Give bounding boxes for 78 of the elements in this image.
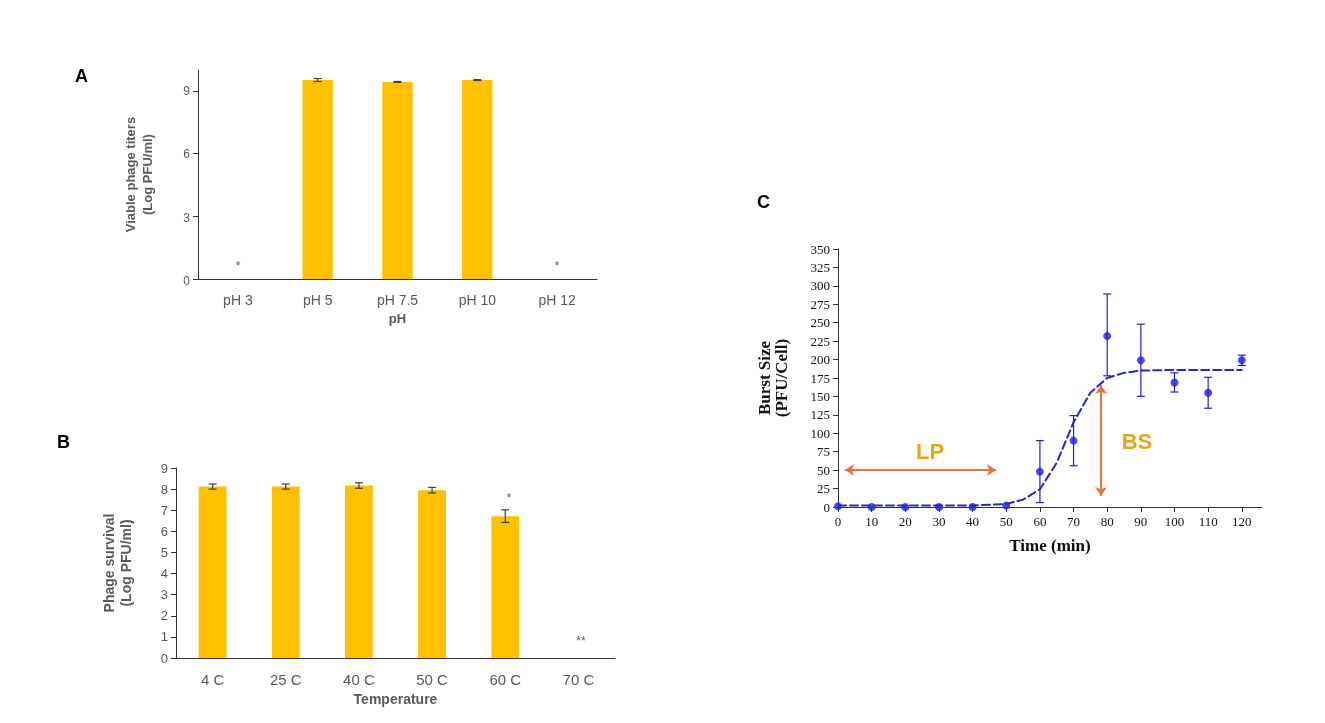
y-tick-label: 1 <box>160 629 168 645</box>
point <box>934 503 943 511</box>
bar <box>271 486 300 658</box>
x-tick-label: 110 <box>1198 514 1218 529</box>
y-tick-label: 225 <box>810 333 830 349</box>
chart-title: A <box>75 66 88 86</box>
y-tick-label: 200 <box>810 352 830 368</box>
x-tick-label: 120 <box>1232 514 1252 529</box>
y-tick-label: 50 <box>817 462 830 478</box>
point <box>867 503 876 511</box>
y-tick-label: 8 <box>160 481 168 497</box>
bar <box>198 486 227 658</box>
y-tick-label: 0 <box>823 499 830 515</box>
x-tick-label: pH 5 <box>302 292 333 309</box>
x-tick-label: 80 <box>1100 514 1114 529</box>
x-tick-label: pH 12 <box>538 292 576 309</box>
y-tick-label: 6 <box>160 523 168 539</box>
x-tick-label: 60 C <box>489 671 522 688</box>
x-tick-label: pH 10 <box>458 292 497 309</box>
x-tick-label: 30 <box>932 514 946 529</box>
y-tick-label: 9 <box>160 460 168 476</box>
x-axis-title: pH <box>388 311 407 326</box>
x-tick-label: 60 <box>1033 514 1047 529</box>
x-tick-label: 90 <box>1134 514 1148 529</box>
annotation: * <box>554 259 560 273</box>
y-tick-label: 275 <box>810 296 830 312</box>
y-tick-label: 5 <box>160 544 168 560</box>
point <box>968 503 977 511</box>
x-axis-title: Time (min) <box>1009 536 1091 555</box>
y-tick-label: 75 <box>817 444 830 460</box>
x-tick-label: 70 C <box>562 671 595 688</box>
y-tick-label: 2 <box>160 608 168 624</box>
y-axis-title: Viable phage titers (Log PFU/ml) <box>123 116 155 233</box>
y-tick-label: 9 <box>183 84 191 99</box>
x-tick-label: 40 C <box>343 671 375 688</box>
annotation: BS <box>1121 428 1153 454</box>
x-tick-label: 10 <box>865 514 879 529</box>
y-tick-label: 100 <box>810 425 830 441</box>
x-tick-label: pH 7.5 <box>376 292 419 309</box>
x-tick-label: 20 <box>898 514 912 529</box>
y-tick-label: 3 <box>183 210 191 225</box>
y-tick-label: 0 <box>160 650 168 666</box>
y-tick-label: 175 <box>810 370 830 386</box>
x-tick-label: 25 C <box>269 671 302 688</box>
annotation: * <box>506 491 512 505</box>
x-axis-title: Temperature <box>353 690 438 707</box>
x-tick-label: pH 3 <box>223 292 253 309</box>
x-tick-label: 70 <box>1067 514 1081 529</box>
point <box>901 503 910 511</box>
bar <box>418 490 446 658</box>
y-tick-label: 3 <box>160 587 168 603</box>
x-tick-label: 100 <box>1164 514 1185 529</box>
y-tick-label: 25 <box>817 481 830 497</box>
y-tick-label: 350 <box>810 241 830 257</box>
y-tick-label: 150 <box>810 388 830 404</box>
annotation: ** <box>576 634 586 648</box>
y-tick-label: 250 <box>810 315 830 331</box>
y-tick-label: 325 <box>810 259 830 275</box>
chart-title: C <box>757 192 770 212</box>
annotation: LP <box>915 438 945 464</box>
y-tick-label: 4 <box>160 566 168 582</box>
y-tick-label: 7 <box>160 502 168 518</box>
y-tick-label: 125 <box>810 407 830 423</box>
y-tick-label: 300 <box>810 278 830 294</box>
point <box>1002 501 1011 510</box>
y-axis-title: Burst Size (PFU/Cell) <box>755 338 791 418</box>
x-tick-label: 0 <box>834 514 842 529</box>
bar <box>491 516 520 658</box>
x-tick-label: 40 <box>966 514 980 529</box>
y-axis-title: Phage survival (Log PFU/ml) <box>100 513 134 613</box>
x-tick-label: 4 C <box>200 671 225 688</box>
y-tick-label: 0 <box>183 274 191 288</box>
bar <box>345 485 373 658</box>
x-tick-label: 50 C <box>416 671 449 688</box>
annotation: * <box>235 259 241 273</box>
chart-title: B <box>57 432 70 452</box>
y-tick-label: 6 <box>183 147 191 162</box>
x-tick-label: 50 <box>999 514 1013 529</box>
